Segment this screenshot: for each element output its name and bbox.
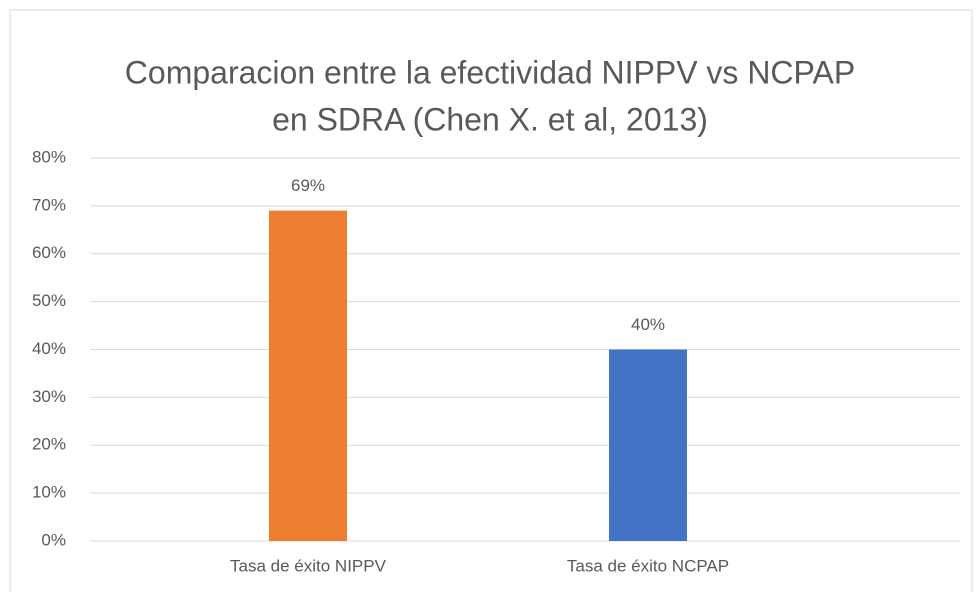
y-tick-label: 70% xyxy=(32,195,66,214)
y-tick-label: 20% xyxy=(32,435,66,454)
x-tick-label: Tasa de éxito NIPPV xyxy=(230,556,387,575)
y-tick-label: 40% xyxy=(32,339,66,358)
chart-title: Comparacion entre la efectividad NIPPV v… xyxy=(125,54,855,90)
y-tick-label: 30% xyxy=(32,387,66,406)
y-tick-label: 10% xyxy=(32,483,66,502)
chart-title: en SDRA (Chen X. et al, 2013) xyxy=(272,101,708,137)
chart-border xyxy=(9,9,973,592)
y-tick-label: 80% xyxy=(32,147,66,166)
bar xyxy=(609,349,687,541)
bar xyxy=(269,210,347,541)
y-tick-label: 50% xyxy=(32,291,66,310)
y-tick-label: 0% xyxy=(41,530,66,549)
x-tick-label: Tasa de éxito NCPAP xyxy=(567,556,729,575)
data-label: 69% xyxy=(291,176,325,195)
y-tick-label: 60% xyxy=(32,243,66,262)
data-label: 40% xyxy=(631,315,665,334)
